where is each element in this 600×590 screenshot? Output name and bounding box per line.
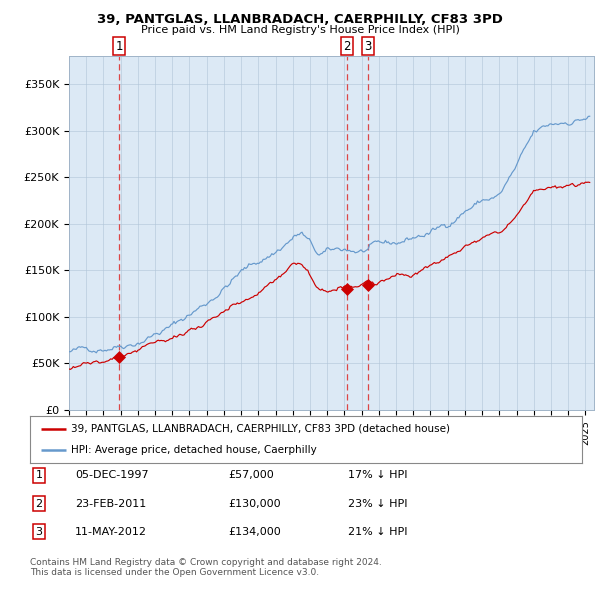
- Text: 23-FEB-2011: 23-FEB-2011: [75, 499, 146, 509]
- Text: Contains HM Land Registry data © Crown copyright and database right 2024.
This d: Contains HM Land Registry data © Crown c…: [30, 558, 382, 577]
- Text: 23% ↓ HPI: 23% ↓ HPI: [348, 499, 407, 509]
- Text: 21% ↓ HPI: 21% ↓ HPI: [348, 527, 407, 537]
- Text: 39, PANTGLAS, LLANBRADACH, CAERPHILLY, CF83 3PD (detached house): 39, PANTGLAS, LLANBRADACH, CAERPHILLY, C…: [71, 424, 451, 434]
- Text: £134,000: £134,000: [228, 527, 281, 537]
- Text: 3: 3: [364, 40, 371, 53]
- Text: 39, PANTGLAS, LLANBRADACH, CAERPHILLY, CF83 3PD: 39, PANTGLAS, LLANBRADACH, CAERPHILLY, C…: [97, 13, 503, 26]
- Text: 2: 2: [343, 40, 350, 53]
- Text: 17% ↓ HPI: 17% ↓ HPI: [348, 470, 407, 480]
- Text: 2: 2: [35, 499, 43, 509]
- Text: 05-DEC-1997: 05-DEC-1997: [75, 470, 149, 480]
- Text: 1: 1: [35, 470, 43, 480]
- Text: 3: 3: [35, 527, 43, 537]
- Text: £57,000: £57,000: [228, 470, 274, 480]
- Text: £130,000: £130,000: [228, 499, 281, 509]
- Text: HPI: Average price, detached house, Caerphilly: HPI: Average price, detached house, Caer…: [71, 445, 317, 455]
- Text: 11-MAY-2012: 11-MAY-2012: [75, 527, 147, 537]
- Text: 1: 1: [116, 40, 123, 53]
- Text: Price paid vs. HM Land Registry's House Price Index (HPI): Price paid vs. HM Land Registry's House …: [140, 25, 460, 35]
